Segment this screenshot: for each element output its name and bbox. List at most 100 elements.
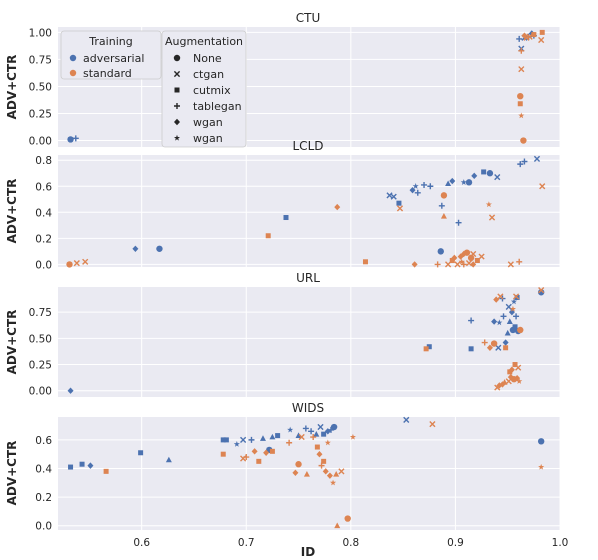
data-point-adversarial-x: [533, 155, 541, 163]
panel-wids: WIDS 0.0 0.2 0.4 0.6 0.6 0.7 0.8 0.9 1.0 ADV+CTR…: [5, 401, 568, 559]
data-point-standard-diamond: [334, 203, 341, 211]
data-point-adversarial-x: [505, 303, 512, 310]
data-point-adversarial-square: [481, 169, 487, 175]
data-point-adversarial-star: [233, 440, 240, 447]
data-point-adversarial-x: [495, 344, 502, 351]
x-tick-label: 0.7: [238, 537, 255, 549]
panel-title: LCLD: [293, 139, 324, 153]
data-point-standard-star: [518, 112, 525, 119]
data-point-standard-plus: [434, 261, 441, 268]
data-point-standard-star: [538, 463, 545, 470]
data-point-standard-square: [503, 345, 509, 351]
data-point-standard-x: [73, 259, 80, 267]
data-point-adversarial-plus: [248, 436, 255, 443]
legend-label-none: None: [193, 52, 222, 65]
data-point-adversarial-square: [396, 200, 402, 206]
data-point-standard-x: [512, 293, 520, 300]
data-point-standard-diamond: [508, 366, 515, 373]
data-point-adversarial-triangle: [313, 430, 320, 437]
x-tick-label: 1.0: [552, 537, 569, 549]
data-point-adversarial-square: [512, 324, 518, 330]
data-point-standard-circle: [490, 340, 498, 347]
data-point-standard-triangle: [303, 471, 310, 477]
data-point-adversarial-triangle: [295, 432, 302, 438]
legend-label-standard: standard: [83, 67, 132, 80]
x-tick-label: 0.6: [133, 537, 150, 549]
data-point-adversarial-circle: [67, 136, 74, 143]
y-tick-label: 0.75: [29, 307, 52, 319]
y-tick-label: 1.00: [29, 27, 52, 39]
data-point-standard-diamond: [263, 449, 270, 456]
standard-swatch: [69, 69, 77, 77]
data-point-standard-x: [478, 253, 485, 260]
data-point-standard-circle: [66, 261, 73, 268]
data-point-adversarial-square: [283, 215, 289, 221]
data-point-standard-diamond: [470, 261, 477, 268]
data-point-adversarial-plus: [516, 35, 523, 42]
data-point-standard-square: [507, 369, 513, 375]
data-point-standard-x: [488, 214, 496, 221]
data-point-standard-square: [362, 259, 368, 265]
y-tick-label: 0.25: [29, 360, 52, 372]
data-point-standard-square: [103, 468, 109, 474]
data-point-standard-square: [423, 346, 429, 352]
data-point-standard-square: [512, 362, 518, 368]
data-point-standard-star: [349, 433, 356, 440]
data-point-standard-square: [449, 257, 455, 263]
data-point-adversarial-circle: [437, 248, 444, 255]
data-point-adversarial-square: [138, 450, 144, 456]
data-point-adversarial-triangle: [506, 318, 513, 324]
y-tick-label: 0.0: [35, 521, 52, 533]
data-point-adversarial-plus: [414, 189, 421, 196]
data-point-adversarial-circle: [330, 423, 338, 431]
data-point-standard-circle: [295, 461, 302, 468]
data-point-standard-x: [539, 183, 546, 190]
data-point-standard-square: [517, 101, 523, 107]
plot-area: [58, 417, 560, 530]
data-point-standard-square: [256, 458, 262, 464]
data-point-adversarial-square: [79, 461, 85, 467]
y-axis-label: ADV+CTR: [5, 310, 19, 375]
data-point-standard-star: [458, 258, 465, 265]
data-point-adversarial-square: [220, 437, 226, 443]
y-tick-label: 0.75: [29, 54, 52, 66]
data-point-adversarial-square: [223, 437, 229, 443]
data-point-adversarial-diamond: [502, 339, 509, 346]
y-tick-label: 0.2: [35, 492, 52, 504]
data-point-adversarial-plus: [455, 219, 462, 226]
data-point-adversarial-circle: [537, 438, 545, 445]
data-point-adversarial-square: [426, 344, 432, 350]
legend-label-adversarial: adversarial: [83, 52, 144, 65]
data-point-standard-star: [324, 439, 331, 446]
x-tick-label: 0.9: [447, 537, 464, 549]
legend-marker-square: [174, 87, 180, 93]
data-point-adversarial-plus: [517, 161, 524, 168]
panel-title: CTU: [296, 11, 321, 25]
data-point-adversarial-square: [468, 346, 474, 352]
data-point-standard-x: [538, 287, 545, 294]
data-point-adversarial-x: [494, 174, 501, 181]
data-point-standard-x: [396, 205, 404, 212]
data-point-adversarial-x: [240, 436, 247, 443]
data-point-standard-triangle: [440, 213, 447, 219]
data-point-adversarial-plus: [500, 313, 507, 320]
data-point-standard-plus: [286, 439, 293, 446]
data-point-adversarial-star: [287, 426, 294, 433]
data-point-standard-plus: [518, 47, 525, 54]
data-point-adversarial-x: [403, 416, 410, 423]
data-point-adversarial-plus: [513, 313, 520, 320]
data-point-adversarial-plus: [308, 428, 315, 435]
data-point-standard-x: [338, 468, 345, 475]
y-tick-label: 0.00: [29, 386, 52, 398]
data-point-standard-diamond: [251, 448, 258, 455]
data-point-adversarial-diamond: [449, 177, 456, 185]
data-point-standard-plus: [460, 261, 467, 268]
data-point-adversarial-triangle: [165, 456, 172, 463]
panel-ctu: CTU 0.00 0.25 0.50 0.75 1.00 ADV+CTR: [5, 11, 561, 148]
legend-marker-plus: [174, 103, 180, 109]
data-point-adversarial-diamond: [471, 172, 478, 180]
data-point-standard-diamond: [292, 469, 299, 476]
data-point-standard-x: [470, 250, 477, 258]
data-point-standard-x: [538, 36, 545, 44]
y-tick-label: 0.00: [29, 136, 52, 148]
